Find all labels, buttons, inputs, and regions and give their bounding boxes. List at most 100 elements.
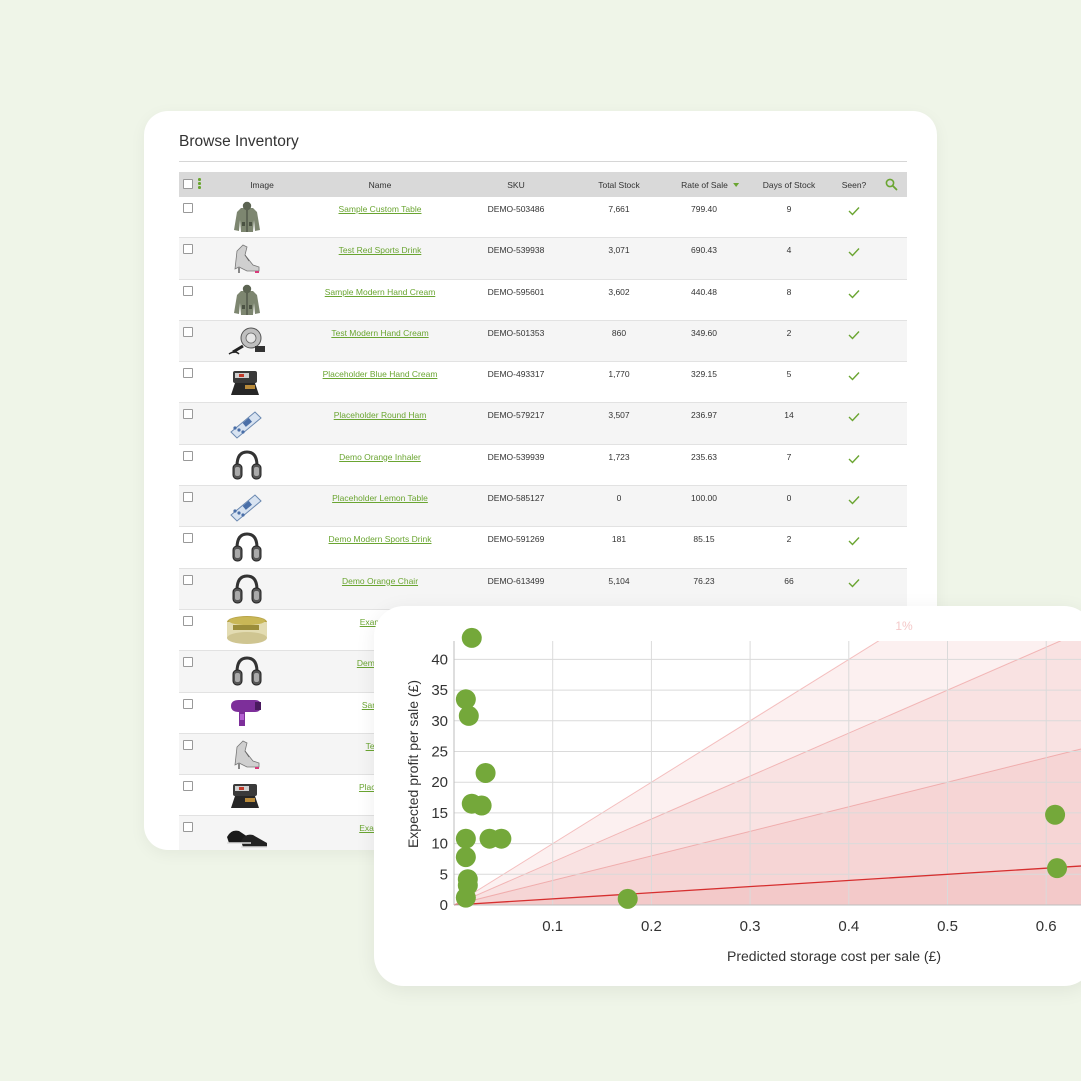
- product-name-link[interactable]: Placeholder Blue Hand Cream: [322, 369, 438, 380]
- x-tick-label: 0.3: [740, 918, 761, 935]
- sku-cell: DEMO-539939: [487, 451, 545, 462]
- row-checkbox[interactable]: [183, 285, 193, 296]
- sku-cell: DEMO-595601: [487, 286, 545, 297]
- table-row: Sample Modern Hand Cream DEMO-595601 3,602…: [179, 280, 907, 321]
- product-thumbnail: [225, 241, 269, 275]
- reference-line: [454, 865, 1081, 906]
- search-icon[interactable]: [885, 178, 898, 191]
- product-name-link[interactable]: Placeholder Round Ham: [333, 410, 427, 421]
- row-checkbox[interactable]: [183, 326, 193, 337]
- ratio-zone: [454, 641, 1081, 905]
- table-row: Test Modern Hand Cream DEMO-501353 860 349.…: [179, 320, 907, 363]
- days-of-stock-cell: 2: [786, 327, 792, 338]
- row-checkbox[interactable]: [183, 822, 193, 833]
- seen-check-icon: [848, 330, 860, 340]
- product-thumbnail: [225, 819, 269, 850]
- select-all-checkbox[interactable]: [183, 179, 193, 189]
- ratio-zone-edge: [454, 641, 1062, 906]
- product-name-link[interactable]: Demo Orange Inhaler: [339, 451, 421, 462]
- column-header-total-stock[interactable]: Total Stock: [598, 180, 640, 190]
- row-checkbox[interactable]: [183, 574, 193, 585]
- scatter-chart: 0 5 10 15 20 25 30 35 40 0.1 0.2 0.3 0.4 0.5 0.6 1% Pr…: [405, 619, 1081, 964]
- product-name-link[interactable]: Demo Modern Sports Drink: [328, 534, 432, 545]
- rate-of-sale-label: Rate of Sale: [681, 180, 728, 190]
- x-tick-label: 0.2: [641, 918, 662, 935]
- seen-check-icon: [848, 537, 860, 546]
- days-of-stock-cell: 66: [784, 575, 794, 586]
- rate-of-sale-cell: 329.15: [691, 369, 717, 380]
- rate-of-sale-cell: 799.40: [691, 204, 717, 214]
- sku-cell: DEMO-585127: [487, 493, 545, 504]
- row-checkbox[interactable]: [183, 244, 193, 255]
- seen-check-icon: [848, 496, 860, 505]
- seen-check-icon: [848, 248, 860, 257]
- row-checkbox[interactable]: [183, 533, 193, 544]
- x-tick-label: 0.6: [1036, 918, 1057, 935]
- row-checkbox[interactable]: [183, 698, 193, 709]
- product-thumbnail: [225, 448, 269, 482]
- ratio-zone: [454, 641, 1081, 905]
- product-thumbnail: [225, 406, 269, 440]
- data-point: [471, 795, 492, 816]
- product-name-link[interactable]: Placeholder Lemon Table: [332, 493, 428, 504]
- column-header-sku[interactable]: SKU: [507, 180, 525, 190]
- table-row: Placeholder Round Ham DEMO-579217 3,507 236…: [179, 403, 907, 445]
- row-checkbox[interactable]: [183, 739, 193, 750]
- rate-of-sale-cell: 690.43: [691, 245, 717, 256]
- total-stock-cell: 3,071: [608, 245, 630, 256]
- days-of-stock-cell: 0: [786, 493, 792, 504]
- seen-check-icon: [848, 372, 860, 381]
- data-point: [455, 887, 476, 908]
- table-row: Test Red Sports Drink DEMO-539938 3,071 690…: [179, 238, 907, 280]
- product-name-link[interactable]: Test Modern Hand Cream: [331, 327, 429, 338]
- y-tick-label: 40: [431, 651, 448, 668]
- row-checkbox[interactable]: [183, 368, 193, 379]
- seen-check-icon: [848, 413, 860, 422]
- rate-of-sale-cell: 349.60: [691, 327, 717, 338]
- seen-check-icon: [848, 207, 860, 216]
- data-point: [455, 689, 476, 710]
- product-thumbnail: [225, 283, 269, 317]
- column-header-image[interactable]: Image: [250, 180, 274, 190]
- rate-of-sale-cell: 440.48: [691, 286, 717, 297]
- sku-cell: DEMO-613499: [487, 575, 545, 586]
- sku-cell: DEMO-501353: [487, 327, 545, 338]
- row-checkbox[interactable]: [183, 203, 193, 213]
- row-checkbox[interactable]: [183, 409, 193, 420]
- product-name-link[interactable]: Sample Custom Table: [338, 204, 422, 214]
- seen-check-icon: [848, 454, 860, 464]
- data-point: [455, 847, 476, 868]
- days-of-stock-cell: 8: [786, 286, 792, 297]
- product-name-link[interactable]: Demo Orange Chair: [341, 575, 419, 586]
- row-checkbox[interactable]: [183, 781, 193, 792]
- column-header-rate-of-sale[interactable]: Rate of Sale: [681, 180, 739, 190]
- sku-cell: DEMO-539938: [487, 245, 545, 256]
- product-thumbnail: [225, 324, 269, 358]
- title-divider: [179, 161, 907, 162]
- y-tick-label: 30: [431, 713, 448, 730]
- y-tick-label: 15: [431, 805, 448, 822]
- days-of-stock-cell: 2: [786, 534, 792, 545]
- column-options-icon[interactable]: [198, 178, 202, 191]
- row-checkbox[interactable]: [183, 657, 193, 668]
- data-point: [617, 888, 638, 909]
- sort-desc-icon: [732, 183, 739, 187]
- table-row: Placeholder Lemon Table DEMO-585127 0 100.0…: [179, 486, 907, 528]
- data-point: [455, 828, 476, 849]
- row-checkbox[interactable]: [183, 492, 193, 503]
- column-header-name[interactable]: Name: [368, 180, 392, 190]
- x-axis-label: Predicted storage cost per sale (£): [727, 948, 941, 964]
- zone-label: 1%: [895, 619, 913, 633]
- total-stock-cell: 1,770: [608, 369, 630, 380]
- table-row: Sample Custom Table DEMO-503486 7,661 799.4…: [179, 197, 907, 239]
- x-tick-label: 0.4: [838, 918, 859, 935]
- product-name-link[interactable]: Test Red Sports Drink: [338, 245, 422, 256]
- seen-check-icon: [848, 578, 860, 588]
- y-tick-label: 20: [431, 774, 448, 791]
- product-name-link[interactable]: Sample Modern Hand Cream: [324, 286, 436, 297]
- column-header-days-of-stock[interactable]: Days of Stock: [762, 180, 816, 190]
- data-point: [1047, 858, 1068, 879]
- row-checkbox[interactable]: [183, 615, 193, 626]
- column-header-seen[interactable]: Seen?: [841, 180, 867, 190]
- row-checkbox[interactable]: [183, 450, 193, 461]
